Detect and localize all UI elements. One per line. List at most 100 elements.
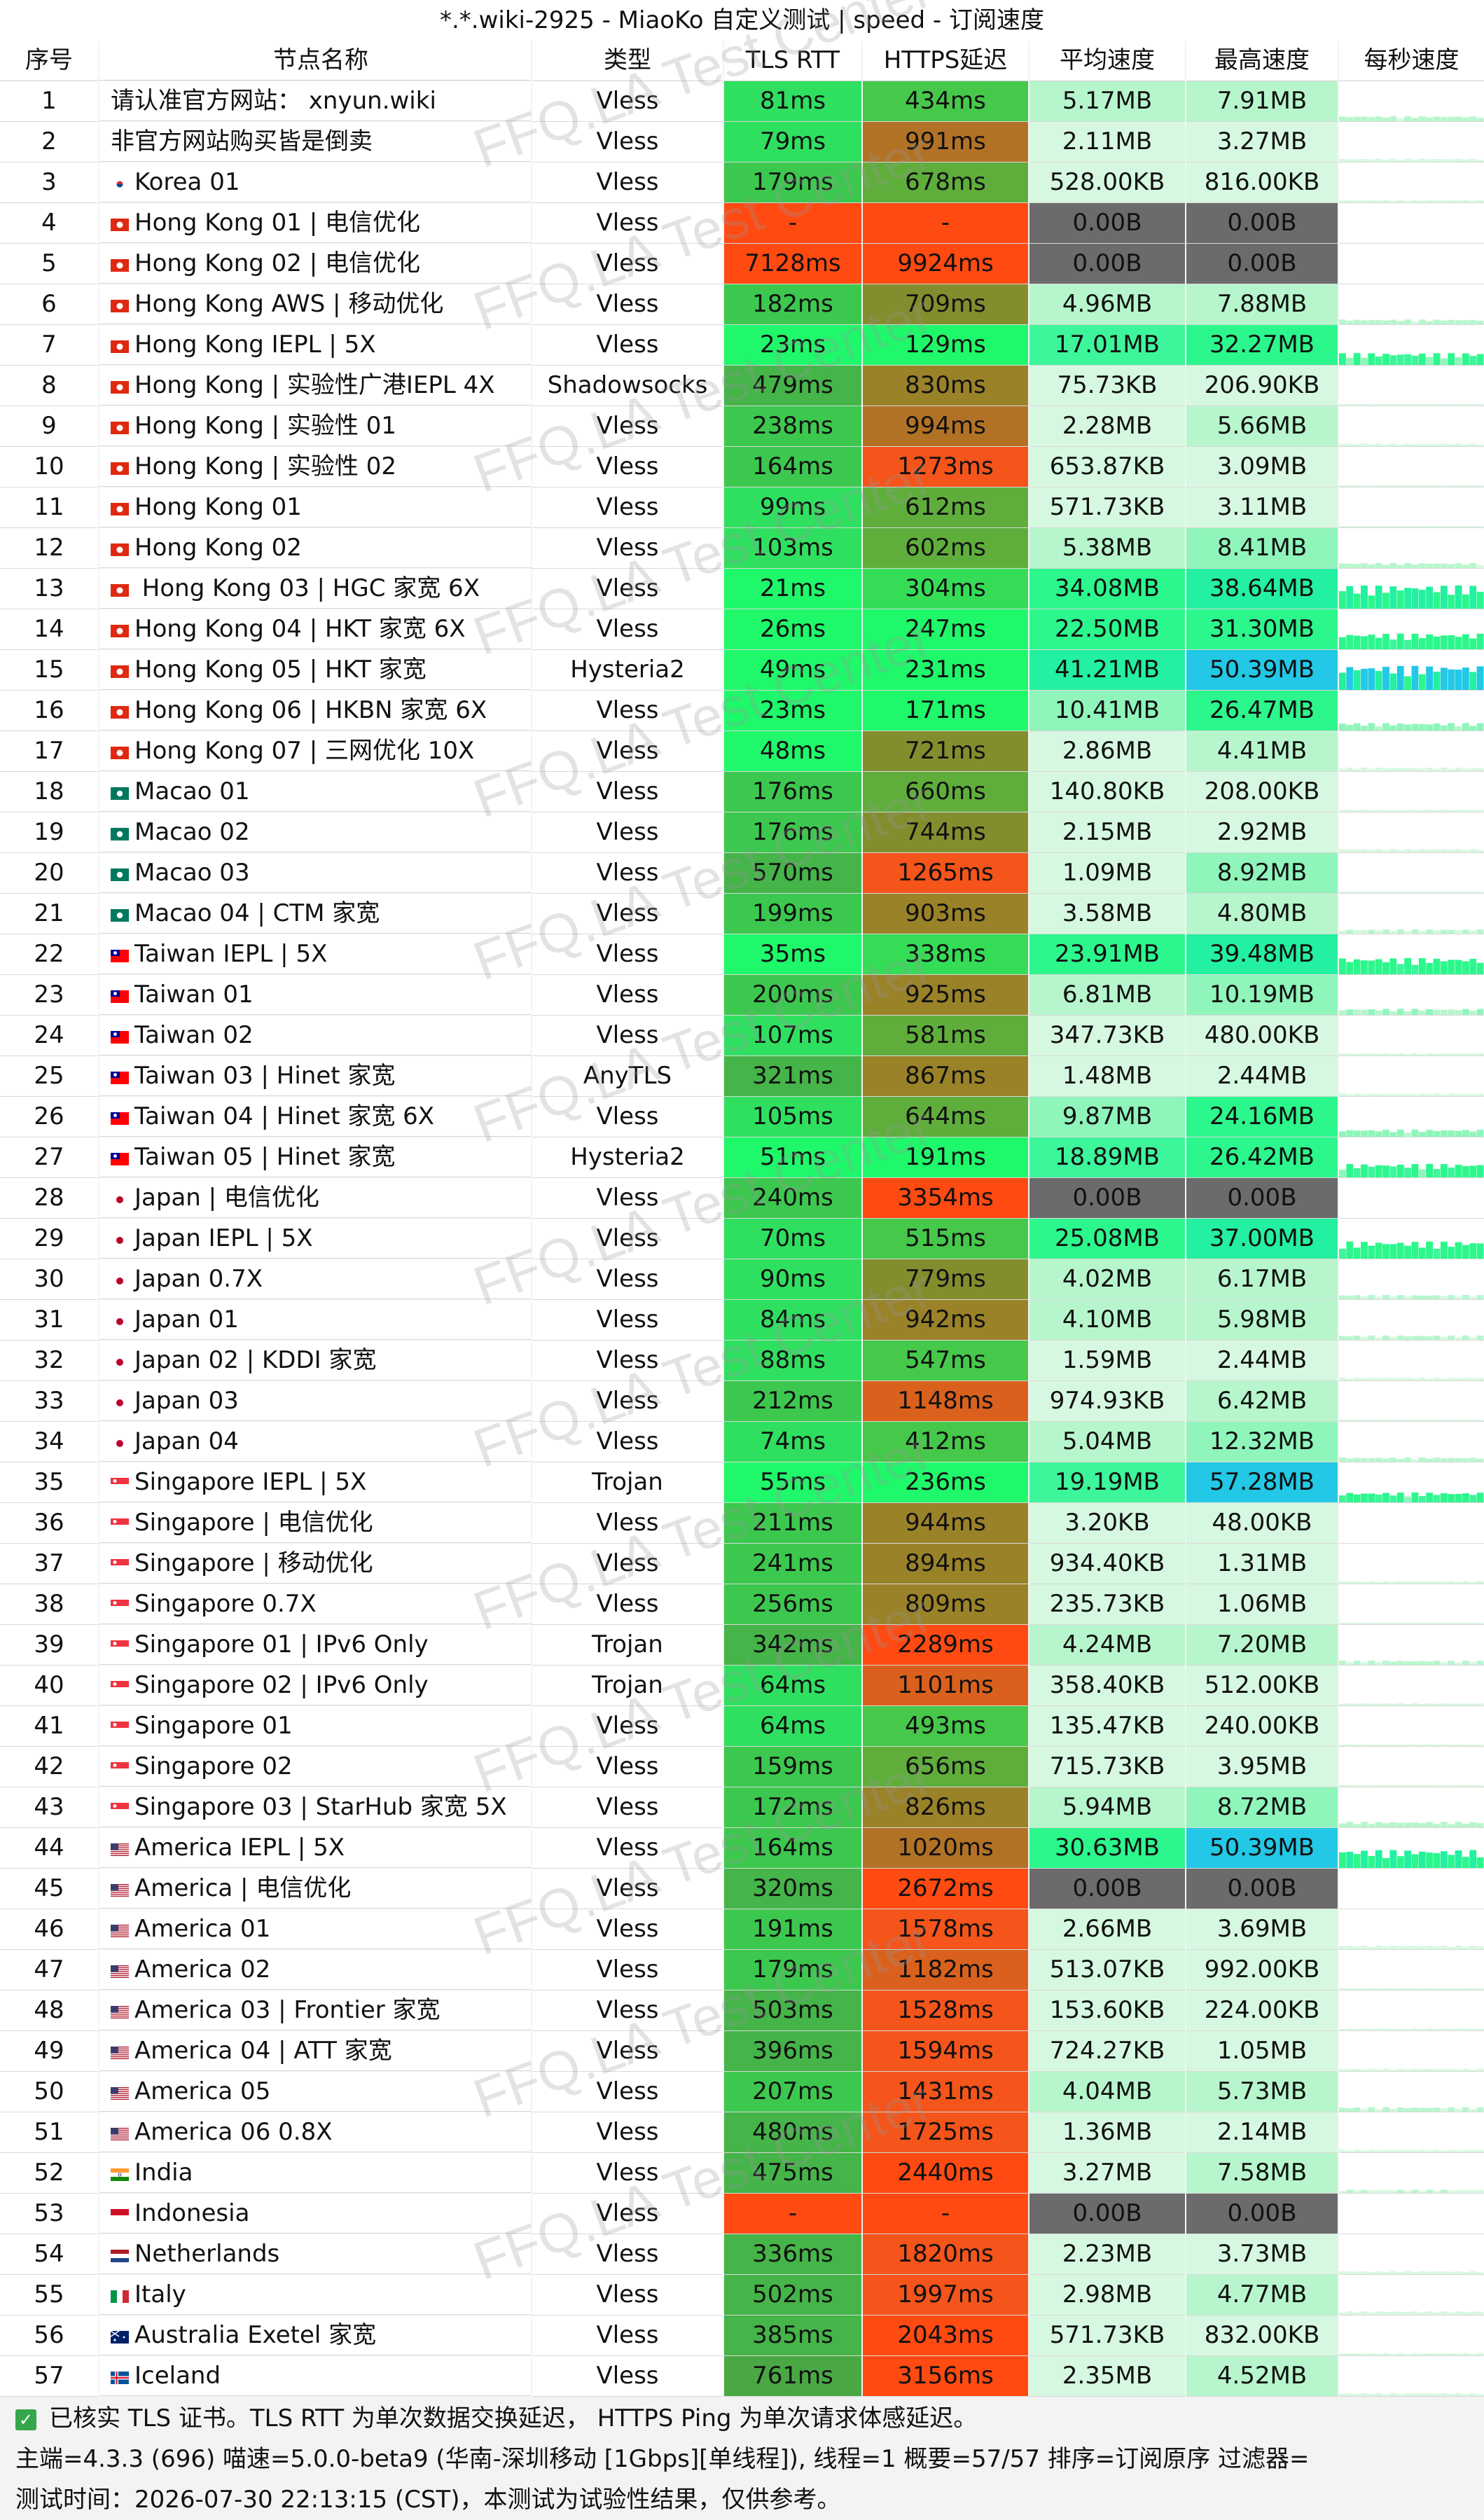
header-tls-rtt[interactable]: TLS RTT (724, 41, 861, 81)
node-name-label: America 02 (134, 1955, 271, 1984)
node-name: Singapore 03 | StarHub 家宽 5X (99, 1787, 531, 1827)
table-row[interactable]: 54 Netherlands Vless 336ms 1820ms 2.23MB 3.73M… (0, 2234, 1484, 2275)
table-row[interactable]: 53 Indonesia Vless - -0.00B 0.00B (0, 2194, 1484, 2234)
table-row[interactable]: 26 Taiwan 04 | Hinet 家宽 6X Vless 105ms 644ms… (0, 1097, 1484, 1137)
table-row[interactable]: 15 Hong Kong 05 | HKT 家宽 Hysteria2 49ms 231m… (0, 650, 1484, 691)
table-row[interactable]: 48 America 03 | Frontier 家宽 Vless 503ms 1528… (0, 1991, 1484, 2031)
node-name-label: America 04 | ATT 家宽 (134, 2037, 392, 2065)
https-latency: 1820ms (863, 2234, 1028, 2275)
row-index: 36 (0, 1503, 98, 1544)
table-row[interactable]: 44 America IEPL | 5X Vless 164ms 1020ms 30.63… (0, 1828, 1484, 1869)
table-row[interactable]: 5 Hong Kong 02 | 电信优化 Vless 7128ms 9924ms 0.0… (0, 244, 1484, 284)
table-row[interactable]: 27 Taiwan 05 | Hinet 家宽 Hysteria2 51ms 191ms… (0, 1137, 1484, 1178)
is-flag-icon (111, 2357, 129, 2395)
header-type[interactable]: 类型 (532, 41, 723, 81)
max-speed: 240.00KB (1186, 1706, 1338, 1747)
max-speed: 37.00MB (1186, 1219, 1338, 1259)
table-row[interactable]: 39 Singapore 01 | IPv6 Only Trojan 342ms 228… (0, 1625, 1484, 1666)
row-index: 39 (0, 1625, 98, 1666)
per-second-speed-sparkline (1339, 1462, 1484, 1503)
table-row[interactable]: 16 Hong Kong 06 | HKBN 家宽 6X Vless 23ms 171m… (0, 691, 1484, 731)
header-avg-speed[interactable]: 平均速度 (1029, 41, 1185, 81)
table-row[interactable]: 25 Taiwan 03 | Hinet 家宽 AnyTLS 321ms 867ms 1.… (0, 1056, 1484, 1097)
mo-flag-icon (111, 813, 129, 852)
tls-rtt: 164ms (724, 447, 861, 487)
table-row[interactable]: 4 Hong Kong 01 | 电信优化 Vless - -0.00B 0.00B (0, 203, 1484, 244)
table-row[interactable]: 8 Hong Kong | 实验性广港IEPL 4X Shadowsocks 479m… (0, 366, 1484, 406)
max-speed: 992.00KB (1186, 1950, 1338, 1991)
table-row[interactable]: 41 Singapore 01 Vless 64ms 493ms 135.47KB 240.… (0, 1706, 1484, 1747)
table-row[interactable]: 55 Italy Vless 502ms 1997ms 2.98MB 4.77MB (0, 2275, 1484, 2315)
table-row[interactable]: 31 Japan 01 Vless 84ms 942ms 4.10MB 5.98MB (0, 1300, 1484, 1341)
table-row[interactable]: 20 Macao 03 Vless 570ms 1265ms 1.09MB 8.92MB (0, 853, 1484, 894)
header-https-latency[interactable]: HTTPS延迟 (863, 41, 1028, 81)
row-index: 8 (0, 366, 98, 406)
row-index: 44 (0, 1828, 98, 1869)
table-row[interactable]: 17 Hong Kong 07 | 三网优化 10X Vless 48ms 721ms 2… (0, 731, 1484, 772)
table-row[interactable]: 1 请认准官方网站： xnyun.wiki Vless 81ms 434ms 5.17MB… (0, 81, 1484, 122)
mo-flag-icon (111, 854, 129, 892)
node-type: Vless (532, 162, 723, 203)
table-row[interactable]: 35 Singapore IEPL | 5X Trojan 55ms 236ms 19.1… (0, 1462, 1484, 1503)
table-row[interactable]: 12 Hong Kong 02 Vless 103ms 602ms 5.38MB 8.41M… (0, 528, 1484, 569)
sg-flag-icon (111, 1626, 129, 1664)
table-row[interactable]: 28 Japan | 电信优化 Vless 240ms 3354ms 0.00B 0.00B (0, 1178, 1484, 1219)
table-row[interactable]: 19 Macao 02 Vless 176ms 744ms 2.15MB 2.92MB (0, 812, 1484, 853)
tls-rtt: 48ms (724, 731, 861, 772)
node-type: Vless (532, 528, 723, 569)
table-row[interactable]: 13 Hong Kong 03 | HGC 家宽 6X Vless 21ms 304m… (0, 569, 1484, 609)
table-row[interactable]: 57 Iceland Vless 761ms 3156ms 2.35MB 4.52MB (0, 2356, 1484, 2397)
table-row[interactable]: 10 Hong Kong | 实验性 02 Vless 164ms 1273ms 653.… (0, 447, 1484, 487)
table-row[interactable]: 37 Singapore | 移动优化 Vless 241ms 894ms 934.40K… (0, 1544, 1484, 1584)
table-row[interactable]: 3 Korea 01 Vless 179ms 678ms 528.00KB 816.00KB (0, 162, 1484, 203)
table-row[interactable]: 11 Hong Kong 01 Vless 99ms 612ms 571.73KB 3.11… (0, 487, 1484, 528)
table-row[interactable]: 56 Australia Exetel 家宽 Vless 385ms 2043ms 571… (0, 2315, 1484, 2356)
table-row[interactable]: 47 America 02 Vless 179ms 1182ms 513.07KB 992.… (0, 1950, 1484, 1991)
max-speed: 7.88MB (1186, 284, 1338, 325)
table-row[interactable]: 18 Macao 01 Vless 176ms 660ms 140.80KB 208.00K… (0, 772, 1484, 812)
header-index[interactable]: 序号 (0, 41, 98, 81)
node-type: Vless (532, 81, 723, 122)
table-row[interactable]: 46 America 01 Vless 191ms 1578ms 2.66MB 3.69MB (0, 1909, 1484, 1950)
avg-speed: 3.27MB (1029, 2153, 1185, 2194)
avg-speed: 358.40KB (1029, 1666, 1185, 1706)
node-type: Vless (532, 1869, 723, 1909)
table-row[interactable]: 38 Singapore 0.7X Vless 256ms 809ms 235.73KB 1… (0, 1584, 1484, 1625)
table-row[interactable]: 43 Singapore 03 | StarHub 家宽 5X Vless 172ms… (0, 1787, 1484, 1828)
per-second-speed-sparkline (1339, 1016, 1484, 1056)
table-row[interactable]: 9 Hong Kong | 实验性 01 Vless 238ms 994ms 2.28MB… (0, 406, 1484, 447)
table-row[interactable]: 14 Hong Kong 04 | HKT 家宽 6X Vless 26ms 247ms… (0, 609, 1484, 650)
table-row[interactable]: 51 America 06 0.8X Vless 480ms 1725ms 1.36MB 2… (0, 2112, 1484, 2153)
table-row[interactable]: 34 Japan 04 Vless 74ms 412ms 5.04MB 12.32MB (0, 1422, 1484, 1462)
table-row[interactable]: 7 Hong Kong IEPL | 5X Vless 23ms 129ms 17.01M… (0, 325, 1484, 366)
node-name-label: Hong Kong 01 (134, 493, 302, 521)
row-index: 38 (0, 1584, 98, 1625)
table-row[interactable]: 33 Japan 03 Vless 212ms 1148ms 974.93KB 6.42MB (0, 1381, 1484, 1422)
table-row[interactable]: 49 America 04 | ATT 家宽 Vless 396ms 1594ms 724… (0, 2031, 1484, 2072)
table-row[interactable]: 21 Macao 04 | CTM 家宽 Vless 199ms 903ms 3.58MB… (0, 894, 1484, 934)
table-row[interactable]: 22 Taiwan IEPL | 5X Vless 35ms 338ms 23.91MB 3… (0, 934, 1484, 975)
table-row[interactable]: 2 非官方网站购买皆是倒卖 Vless 79ms 991ms 2.11MB 3.27MB (0, 122, 1484, 162)
header-per-second-speed[interactable]: 每秒速度 (1339, 41, 1484, 81)
table-row[interactable]: 45 America | 电信优化 Vless 320ms 2672ms 0.00B 0.0… (0, 1869, 1484, 1909)
node-name: Hong Kong 01 (99, 487, 531, 527)
table-row[interactable]: 32 Japan 02 | KDDI 家宽 Vless 88ms 547ms 1.59MB… (0, 1341, 1484, 1381)
node-name-label: Taiwan 01 (134, 981, 254, 1009)
table-row[interactable]: 52 India Vless 475ms 2440ms 3.27MB 7.58MB (0, 2153, 1484, 2194)
table-row[interactable]: 29 Japan IEPL | 5X Vless 70ms 515ms 25.08MB 37… (0, 1219, 1484, 1259)
table-row[interactable]: 30 Japan 0.7X Vless 90ms 779ms 4.02MB 6.17MB (0, 1259, 1484, 1300)
table-row[interactable]: 42 Singapore 02 Vless 159ms 656ms 715.73KB 3.9… (0, 1747, 1484, 1787)
table-row[interactable]: 24 Taiwan 02 Vless 107ms 581ms 347.73KB 480.00… (0, 1016, 1484, 1056)
header-max-speed[interactable]: 最高速度 (1186, 41, 1338, 81)
https-latency: 721ms (863, 731, 1028, 772)
avg-speed: 0.00B (1029, 203, 1185, 244)
table-row[interactable]: 6 Hong Kong AWS | 移动优化 Vless 182ms 709ms 4.96… (0, 284, 1484, 325)
table-row[interactable]: 50 America 05 Vless 207ms 1431ms 4.04MB 5.73MB (0, 2072, 1484, 2112)
header-node-name[interactable]: 节点名称 (99, 41, 531, 81)
table-row[interactable]: 36 Singapore | 电信优化 Vless 211ms 944ms 3.20KB 4… (0, 1503, 1484, 1544)
table-row[interactable]: 23 Taiwan 01 Vless 200ms 925ms 6.81MB 10.19MB (0, 975, 1484, 1016)
per-second-speed-sparkline (1339, 853, 1484, 894)
table-row[interactable]: 40 Singapore 02 | IPv6 Only Trojan 64ms 1101… (0, 1666, 1484, 1706)
https-latency: 2043ms (863, 2315, 1028, 2356)
node-name-label: 请认准官方网站： xnyun.wiki (111, 87, 436, 115)
